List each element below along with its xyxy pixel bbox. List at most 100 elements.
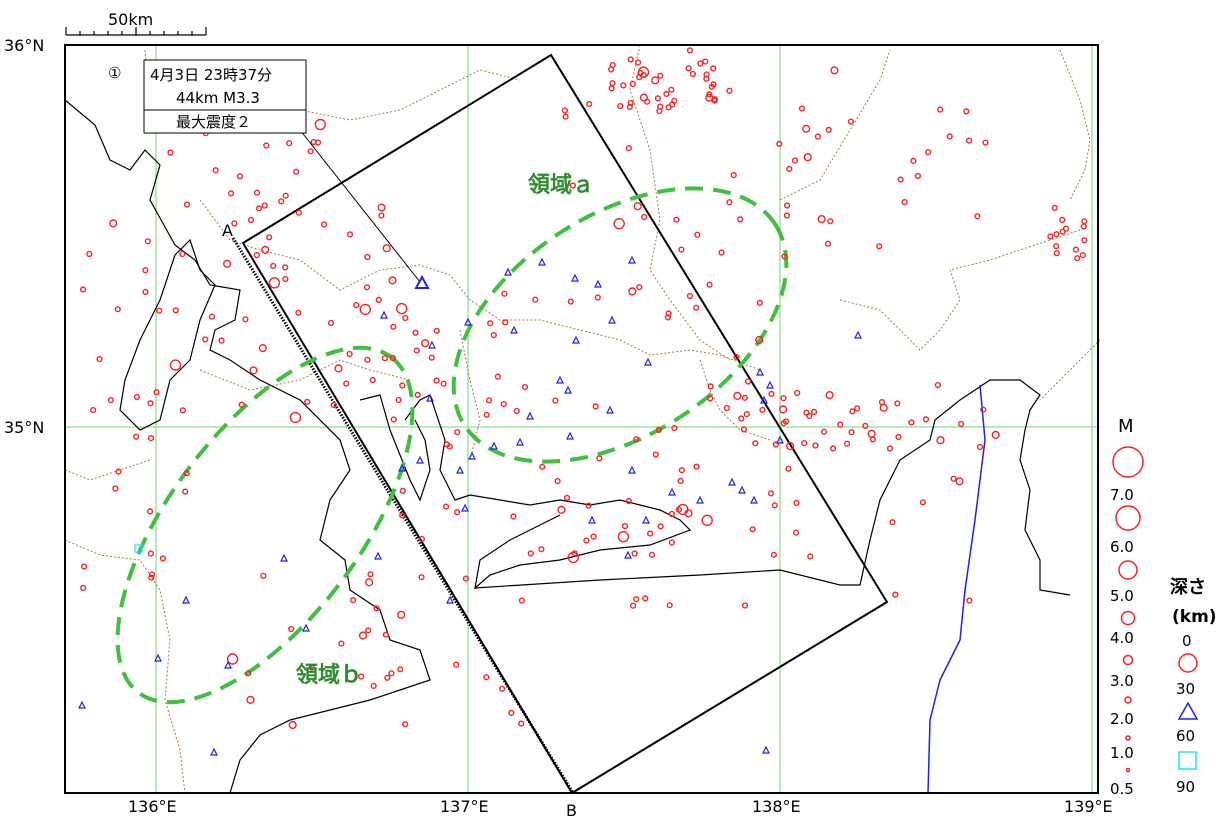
epicenter-mid-depth-marker (854, 330, 862, 339)
epicenter-shallow-marker (563, 494, 571, 502)
epicenter-shallow-marker (80, 563, 88, 570)
epicenter-shallow-marker (314, 118, 326, 131)
epicenter-shallow-marker (768, 390, 775, 398)
epicenter-shallow-marker (770, 551, 778, 558)
epicenter-shallow-marker (803, 409, 810, 416)
epicenter-shallow-marker (627, 56, 634, 63)
epicenter-shallow-marker (295, 309, 302, 316)
epicenter-shallow-marker (1074, 255, 1081, 262)
epicenter-shallow-marker (654, 95, 662, 102)
epicenter-shallow-marker (701, 514, 713, 526)
epicenter-mid-depth-marker (572, 335, 580, 344)
epicenter-shallow-marker (664, 314, 672, 321)
epicenter-shallow-marker (96, 356, 103, 363)
epicenter-shallow-marker (636, 284, 643, 291)
epicenter-shallow-marker (801, 440, 808, 447)
epicenter-shallow-marker (780, 420, 787, 427)
epicenter-shallow-marker (364, 253, 371, 261)
epicenter-shallow-marker (236, 173, 244, 180)
epicenter-shallow-marker (382, 244, 391, 253)
section-line-ab (231, 237, 575, 794)
magnitude-symbol-05 (1125, 767, 1131, 773)
epicenter-shallow-marker (133, 433, 140, 440)
lon-label-138e: 138°E (752, 797, 801, 816)
epicenter-shallow-marker (613, 217, 625, 230)
epicenter-shallow-marker (922, 416, 930, 423)
epicenter-shallow-marker (592, 403, 599, 410)
epicenter-shallow-marker (646, 530, 654, 537)
epicenter-shallow-marker (707, 395, 714, 402)
epicenter-shallow-marker (710, 81, 717, 88)
epicenter-shallow-marker (668, 510, 676, 518)
epicenter-mid-depth-marker (416, 455, 424, 464)
epicenter-shallow-marker (636, 74, 643, 81)
epicenter-shallow-marker (869, 436, 876, 443)
epicenter-shallow-marker (148, 574, 155, 581)
epicenter-shallow-marker (1059, 228, 1066, 235)
callout-box (143, 59, 307, 134)
callout-depth-magnitude: 44km M3.3 (176, 89, 260, 107)
callout-number: ① (108, 64, 121, 82)
epicenter-shallow-marker (346, 231, 354, 238)
epicenter-shallow-marker (726, 87, 733, 94)
epicenter-shallow-marker (879, 403, 888, 412)
map-grid (65, 44, 1098, 793)
epicenter-mid-depth-marker (526, 411, 534, 420)
epicenter-shallow-marker (671, 425, 678, 432)
epicenter-mid-depth-marker (564, 385, 572, 394)
epicenter-shallow-marker (778, 405, 788, 414)
epicenter-mid-depth-marker (426, 393, 434, 402)
epicenter-shallow-marker (365, 578, 374, 587)
epicenter-shallow-marker (571, 550, 578, 557)
epicenter-shallow-marker (115, 468, 122, 475)
epicenter-shallow-marker (702, 58, 709, 65)
epicenter-shallow-marker (798, 105, 806, 112)
epicenter-shallow-marker (286, 140, 293, 147)
epicenter-shallow-marker (390, 323, 397, 330)
epicenter-mid-depth-marker (624, 550, 632, 559)
epicenter-mid-depth-marker (606, 405, 614, 414)
epicenter-shallow-marker (179, 250, 186, 258)
epicenter-shallow-marker (895, 433, 902, 441)
epicenter-shallow-marker (490, 332, 497, 339)
epicenter-shallow-marker (991, 430, 1000, 440)
epicenter-shallow-marker (607, 66, 615, 73)
epicenter-mid-depth-marker (446, 595, 454, 604)
epicenter-shallow-marker (109, 219, 118, 228)
epicenter-shallow-marker (810, 408, 818, 416)
epicenter-shallow-marker (295, 209, 302, 216)
epicenter-shallow-marker (783, 212, 791, 219)
epicenter-shallow-marker (253, 189, 261, 196)
epicenter-shallow-marker (377, 203, 386, 212)
epicenter-shallow-marker (183, 470, 190, 477)
epicenter-shallow-marker (359, 303, 371, 316)
epicenter-shallow-marker (554, 478, 561, 485)
epicenter-shallow-marker (957, 420, 965, 428)
epicenter-shallow-marker (414, 391, 421, 399)
epicenter-shallow-marker (749, 526, 756, 533)
epicenter-mid-depth-marker (374, 551, 382, 560)
epicenter-shallow-marker (621, 522, 629, 530)
epicenter-mid-depth-marker (696, 495, 704, 504)
epicenter-shallow-marker (255, 205, 263, 212)
epicenter-mid-depth-marker (608, 315, 616, 324)
epicenter-shallow-marker (421, 339, 430, 348)
epicenter-shallow-marker (395, 396, 402, 404)
epicenter-shallow-marker (397, 610, 406, 619)
epicenters-shallow (79, 47, 1088, 730)
epicenter-shallow-marker (934, 382, 942, 389)
epicenter-shallow-marker (781, 253, 788, 260)
epicenter-shallow-marker (843, 440, 851, 447)
epicenter-shallow-marker (706, 281, 713, 288)
epicenter-shallow-marker (270, 262, 277, 270)
depth-label-0: 0 (1182, 632, 1192, 650)
epicenter-shallow-marker (609, 80, 616, 87)
epicenter-shallow-marker (847, 118, 855, 125)
lon-label-136e: 136°E (128, 797, 177, 816)
epicenter-shallow-marker (253, 252, 260, 259)
epicenter-shallow-marker (552, 397, 559, 404)
epicenter-shallow-marker (974, 213, 981, 220)
epicenter-shallow-marker (261, 245, 270, 255)
epicenter-shallow-marker (741, 394, 749, 401)
